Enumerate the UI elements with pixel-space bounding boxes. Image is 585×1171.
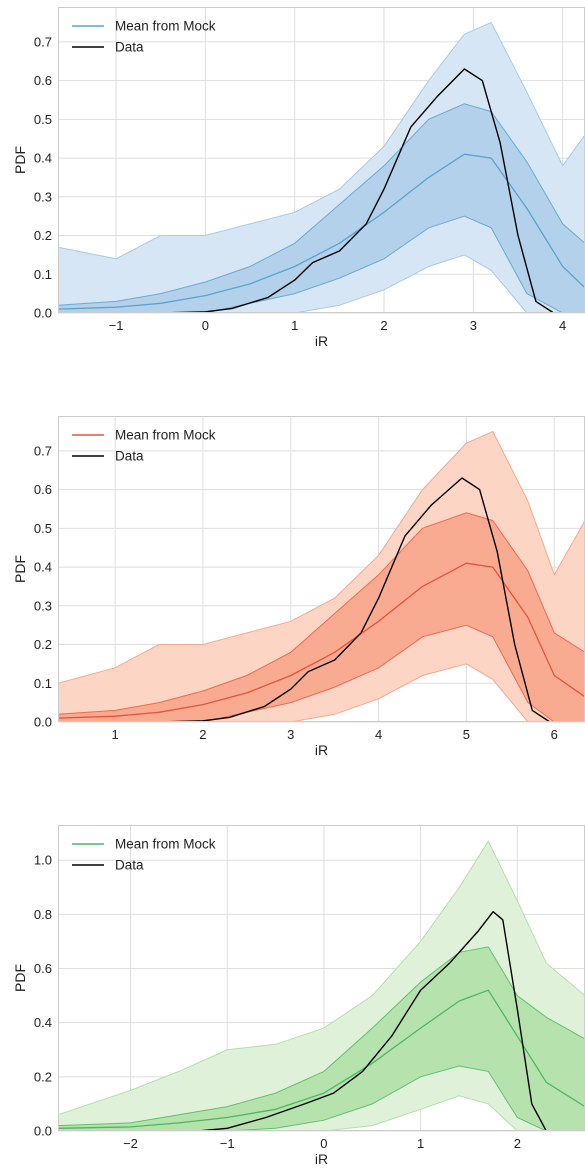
y-tick-label: 0.8 xyxy=(34,907,52,922)
x-axis-label: iR xyxy=(315,742,328,758)
data-line xyxy=(58,911,585,1131)
y-tick-label: 0.0 xyxy=(34,306,52,321)
x-tick-label: 3 xyxy=(287,727,294,742)
legend-label: Mean from Mock xyxy=(115,837,216,852)
inner-band xyxy=(58,103,585,313)
x-axis-label: iR xyxy=(315,1151,328,1167)
y-tick-label: 0.7 xyxy=(34,34,52,49)
outer-band xyxy=(58,21,585,313)
x-tick-label: 6 xyxy=(551,727,558,742)
y-tick-label: 0.4 xyxy=(34,151,52,166)
y-tick-label: 0.5 xyxy=(34,521,52,536)
y-tick-label: 0.2 xyxy=(34,637,52,652)
legend-label: Data xyxy=(115,40,144,55)
x-tick-label: 2 xyxy=(514,1136,521,1151)
outer-band xyxy=(58,430,585,722)
y-tick-label: 0.4 xyxy=(34,1015,52,1030)
mean-line xyxy=(58,989,585,1129)
y-tick-label: 0.0 xyxy=(34,1124,52,1139)
y-tick-label: 0.7 xyxy=(34,443,52,458)
y-tick-label: 1.0 xyxy=(34,853,52,868)
x-tick-label: 3 xyxy=(470,318,477,333)
legend-label: Data xyxy=(115,449,144,464)
x-tick-label: 4 xyxy=(375,727,382,742)
legend: Mean from Mock Data xyxy=(72,837,216,873)
y-tick-label: 0.1 xyxy=(34,267,52,282)
y-tick-label: 0.6 xyxy=(34,961,52,976)
data-line xyxy=(58,68,585,313)
y-tick-label: 0.3 xyxy=(34,598,52,613)
legend-label: Data xyxy=(115,858,144,873)
y-tick-label: 0.1 xyxy=(34,676,52,691)
y-tick-label: 0.5 xyxy=(34,112,52,127)
y-axis-label: PDF xyxy=(12,964,28,992)
legend-label: Mean from Mock xyxy=(115,19,216,34)
chart-panel-1: 0.0 0.1 0.2 0.3 0.4 0.5 0.6 0.7 −1 0 1 2 3 4 iR PDF Mean… xyxy=(12,7,585,349)
x-tick-label: 2 xyxy=(199,727,206,742)
x-tick-label: 5 xyxy=(463,727,470,742)
y-tick-label: 0.0 xyxy=(34,715,52,730)
x-tick-label: 1 xyxy=(111,727,118,742)
x-tick-label: −2 xyxy=(123,1136,138,1151)
x-axis-label: iR xyxy=(315,333,328,349)
y-axis-label: PDF xyxy=(12,555,28,583)
y-tick-label: 0.6 xyxy=(34,482,52,497)
legend: Mean from Mock Data xyxy=(72,428,216,464)
x-tick-label: 1 xyxy=(291,318,298,333)
y-tick-label: 0.4 xyxy=(34,560,52,575)
y-tick-label: 0.3 xyxy=(34,189,52,204)
x-tick-label: −1 xyxy=(220,1136,235,1151)
y-tick-label: 0.2 xyxy=(34,1069,52,1084)
x-tick-label: 0 xyxy=(202,318,209,333)
x-tick-label: 2 xyxy=(380,318,387,333)
x-tick-label: 0 xyxy=(320,1136,327,1151)
legend: Mean from Mock Data xyxy=(72,19,216,55)
inner-band xyxy=(58,512,585,722)
x-tick-label: −1 xyxy=(109,318,124,333)
y-tick-label: 0.2 xyxy=(34,228,52,243)
x-tick-label: 4 xyxy=(559,318,566,333)
chart-panel-2: 0.0 0.1 0.2 0.3 0.4 0.5 0.6 0.7 1 2 3 4 5 6 iR PDF Mean … xyxy=(12,416,585,758)
chart-panel-3: 0.0 0.2 0.4 0.6 0.8 1.0 −2 −1 0 1 2 iR PDF Mean from … xyxy=(12,825,585,1167)
legend-label: Mean from Mock xyxy=(115,428,216,443)
y-tick-label: 0.6 xyxy=(34,73,52,88)
data-line xyxy=(58,477,585,722)
y-axis-label: PDF xyxy=(12,146,28,174)
x-tick-label: 1 xyxy=(417,1136,424,1151)
